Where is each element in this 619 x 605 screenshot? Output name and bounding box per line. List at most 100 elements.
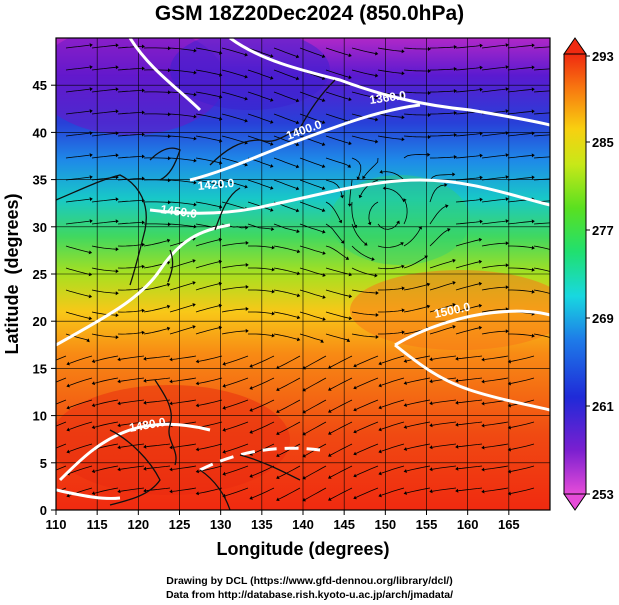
streamline (484, 377, 509, 382)
streamline-arrow (481, 467, 485, 472)
streamline (304, 399, 327, 412)
streamline (248, 267, 272, 270)
streamline (507, 111, 532, 115)
streamline-arrow (143, 356, 147, 361)
streamline-arrow (531, 175, 535, 180)
streamline-arrow (445, 204, 449, 209)
streamline-arrow (444, 183, 448, 187)
streamline (65, 311, 90, 319)
streamline (481, 198, 506, 203)
streamline-arrow (328, 453, 332, 457)
streamline-arrow (531, 245, 535, 250)
contour-line (394, 309, 550, 347)
streamline-arrow (478, 259, 483, 264)
streamline (381, 421, 405, 430)
streamline (406, 465, 431, 472)
streamline (94, 487, 119, 494)
streamline (65, 132, 90, 137)
contour-line (149, 178, 550, 215)
streamline (225, 443, 249, 453)
credit-line-dcl: Drawing by DCL (https://www.gfd-dennou.o… (166, 575, 453, 587)
streamline-arrow (193, 114, 197, 119)
streamline (195, 261, 220, 269)
streamline (169, 282, 194, 291)
streamline (381, 465, 405, 474)
streamline-arrow (403, 403, 408, 407)
streamline-arrow (115, 109, 119, 114)
streamline-arrow (115, 65, 119, 70)
streamline (172, 443, 197, 448)
streamline (510, 421, 535, 428)
x-tick-label: 160 (457, 517, 479, 532)
streamline-arrow (193, 48, 197, 53)
streamline-arrow (169, 445, 173, 450)
streamline-arrow (401, 137, 405, 142)
streamline-arrow (401, 330, 405, 335)
streamline-arrow (328, 387, 332, 391)
contour-line (56, 223, 231, 347)
streamline-arrow (245, 306, 249, 311)
streamline-arrow (479, 43, 483, 48)
streamline (195, 239, 220, 247)
streamline-arrow (378, 427, 382, 432)
contour-line (56, 488, 121, 500)
y-tick-label: 0 (40, 503, 47, 518)
streamline-arrow (222, 449, 226, 454)
coast-path (209, 79, 336, 166)
streamline (120, 399, 145, 404)
streamline-arrow (91, 403, 96, 408)
streamline-arrow (195, 359, 199, 364)
streamline-arrow (558, 67, 561, 71)
streamline (117, 156, 142, 159)
streamline (169, 47, 194, 51)
streamline (117, 266, 142, 269)
streamline (247, 47, 271, 57)
streamline-arrow (375, 117, 379, 122)
streamline (251, 421, 275, 433)
streamline-arrow (401, 115, 405, 120)
streamline-arrow (455, 488, 459, 493)
streamline (278, 355, 301, 368)
streamline-arrow (143, 444, 147, 449)
streamline (94, 377, 119, 384)
grid-lines (56, 38, 550, 510)
streamline-arrow (426, 304, 431, 309)
streamline (117, 112, 142, 115)
coast-path (199, 469, 231, 510)
streamline-arrow (89, 219, 93, 224)
x-tick-label: 145 (333, 517, 355, 532)
streamline (195, 305, 220, 313)
streamline (429, 304, 454, 313)
streamline (169, 304, 194, 313)
streamline (91, 110, 116, 115)
streamline-arrow (141, 132, 145, 137)
streamline-arrow (478, 303, 483, 308)
streamline (330, 421, 353, 434)
streamline-arrow (41, 386, 45, 390)
streamline (325, 267, 350, 275)
streamline-arrow (429, 423, 433, 428)
streamline (481, 220, 506, 225)
streamline-arrow (89, 65, 93, 70)
streamline (94, 355, 119, 362)
streamline-arrow (428, 135, 431, 139)
streamline (430, 112, 455, 115)
streamline (325, 333, 350, 341)
y-tick-label: 35 (33, 173, 47, 188)
colorbar-tick-label: 253 (592, 487, 614, 502)
streamline-arrow (403, 491, 408, 495)
streamline-arrow (115, 197, 119, 202)
coast-path (167, 249, 174, 283)
streamline-arrow (222, 361, 226, 366)
streamline (429, 260, 454, 269)
colorbar: 253 261 269 277 285 293 (563, 37, 614, 511)
streamline-arrow (452, 325, 456, 329)
streamline (143, 240, 168, 247)
streamline (510, 443, 535, 450)
streamline (248, 311, 272, 314)
streamline (381, 377, 405, 386)
contour-label: 1450.0 (160, 202, 199, 221)
streamline-arrow (479, 219, 483, 224)
streamline-arrow (86, 338, 90, 343)
streamline (120, 487, 145, 492)
